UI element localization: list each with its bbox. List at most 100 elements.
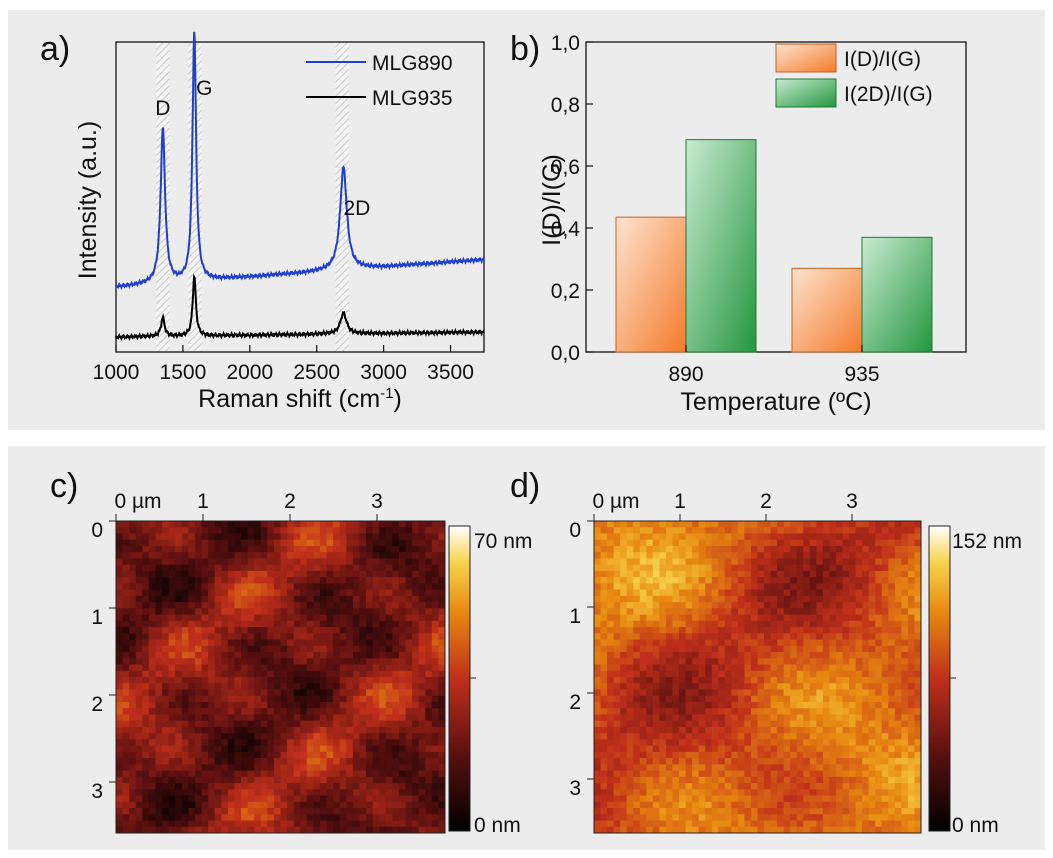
map-cell (907, 764, 916, 772)
map-cell (306, 695, 314, 703)
map-cell (665, 533, 674, 541)
map-cell (273, 733, 282, 740)
map-cell (188, 733, 196, 740)
map-cell (346, 602, 354, 609)
map-cell (221, 664, 229, 672)
map-cell (366, 570, 374, 578)
map-cell (188, 758, 196, 765)
map-cell (333, 720, 341, 728)
map-cell (718, 714, 726, 722)
map-cell (267, 776, 275, 784)
map-cell (600, 521, 608, 528)
map-cell (822, 726, 831, 734)
map-cell (405, 552, 413, 560)
map-cell (816, 614, 824, 622)
map-cell (293, 689, 301, 697)
map-cell (287, 620, 295, 628)
map-cell (339, 527, 347, 535)
map-cell (862, 652, 870, 659)
map-cell (155, 602, 163, 609)
map-cell (907, 539, 916, 547)
map-cell (405, 670, 413, 678)
map-cell (181, 783, 189, 790)
map-cell (254, 758, 262, 765)
map-cell (201, 614, 209, 622)
map-cell (639, 814, 647, 822)
map-cell (287, 570, 295, 578)
map-cell (711, 733, 719, 740)
map-cell (783, 789, 791, 797)
map-cell (724, 795, 732, 803)
map-cell (260, 533, 268, 541)
map-cell (194, 521, 203, 528)
map-cell (306, 745, 314, 753)
map-cell (809, 527, 817, 535)
map-cell (122, 627, 130, 634)
map-cell (829, 789, 837, 797)
map-cell (241, 577, 249, 584)
map-cell (835, 739, 844, 747)
map-cell (319, 521, 328, 528)
map-cell (809, 708, 817, 716)
map-cell (438, 783, 445, 790)
map-cell (901, 564, 909, 572)
map-cell (287, 826, 295, 833)
map-cell (129, 745, 137, 753)
map-cell (600, 627, 608, 634)
map-cell (260, 521, 268, 528)
map-cell (293, 539, 301, 547)
map-cell (849, 714, 857, 722)
map-cell (757, 527, 765, 535)
map-cell (247, 726, 255, 734)
map-cell (777, 658, 785, 666)
map-cell (260, 783, 268, 790)
map-cell (750, 795, 759, 803)
map-cell (744, 639, 752, 647)
map-cell (313, 677, 321, 684)
map-cell (352, 801, 361, 809)
map-cell (333, 539, 341, 547)
map-cell (148, 814, 157, 822)
map-cell (438, 558, 445, 566)
map-cell (822, 583, 831, 591)
map-cell (718, 614, 726, 622)
map-cell (366, 658, 374, 666)
bar-legend: I(D)/I(G) I(2D)/I(G) (775, 43, 933, 108)
map-cell (352, 652, 361, 659)
map-cell (175, 726, 183, 734)
map-cell (194, 527, 203, 535)
map-cell (816, 583, 824, 591)
map-cell (372, 533, 380, 541)
map-cell (679, 570, 687, 578)
map-cell (352, 695, 361, 703)
map-cell (764, 527, 772, 535)
map-cell (724, 770, 732, 778)
map-cell (822, 620, 831, 628)
map-cell (168, 595, 176, 603)
map-cell (829, 533, 837, 541)
map-cell (241, 695, 249, 703)
map-cell (639, 714, 647, 722)
x-tick-label-1500: 1500 (160, 361, 207, 384)
map-cell (122, 583, 130, 591)
map-cell (254, 527, 262, 535)
map-cell (438, 677, 445, 684)
map-cell (822, 720, 831, 728)
map-cell (868, 739, 876, 747)
map-cell (162, 545, 170, 553)
map-cell (273, 664, 282, 672)
map-cell (757, 683, 765, 691)
map-cell (313, 758, 321, 765)
map-cell (685, 521, 693, 528)
map-cell (757, 658, 765, 666)
map-cell (155, 620, 163, 628)
map-cell (168, 577, 176, 584)
map-cell (208, 783, 216, 790)
map-cell (379, 670, 387, 678)
map-cell (162, 795, 170, 803)
map-cell (333, 739, 341, 747)
map-cell (168, 564, 176, 572)
map-cell (881, 589, 889, 597)
map-cell (148, 789, 157, 797)
map-cell (300, 627, 308, 634)
